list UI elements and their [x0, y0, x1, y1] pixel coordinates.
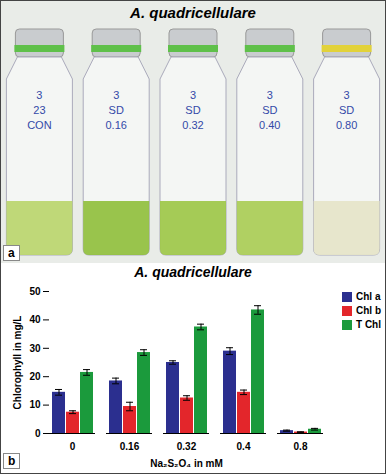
svg-text:CON: CON [27, 119, 52, 131]
svg-text:Chlorophyll in mg/L: Chlorophyll in mg/L [12, 316, 23, 410]
svg-text:A. quadricellulare: A. quadricellulare [129, 4, 256, 21]
html-text:Chl a: Chl a [356, 291, 381, 302]
svg-text:0: 0 [35, 428, 41, 439]
svg-text:20: 20 [29, 371, 41, 382]
svg-text:0.32: 0.32 [177, 441, 197, 452]
svg-text:0.8: 0.8 [294, 441, 308, 452]
svg-text:0.32: 0.32 [182, 119, 203, 131]
svg-text:40: 40 [29, 314, 41, 325]
svg-text:3: 3 [36, 89, 42, 101]
svg-text:23: 23 [33, 104, 45, 116]
svg-text:0: 0 [70, 441, 76, 452]
svg-text:0.80: 0.80 [336, 119, 357, 131]
svg-text:10: 10 [29, 399, 41, 410]
svg-text:0.40: 0.40 [259, 119, 280, 131]
svg-text:SD: SD [185, 104, 200, 116]
svg-text:3: 3 [344, 89, 350, 101]
svg-text:SD: SD [262, 104, 277, 116]
svg-text:0.4: 0.4 [237, 441, 251, 452]
svg-text:3: 3 [190, 89, 196, 101]
svg-text:50: 50 [29, 286, 41, 297]
html-text:T Chl: T Chl [356, 319, 381, 330]
html-text:A. quadricellulare: A. quadricellulare [134, 264, 252, 280]
html-text:Chl b: Chl b [356, 305, 381, 316]
html-text:a: a [8, 246, 15, 260]
svg-text:30: 30 [29, 343, 41, 354]
svg-text:0.16: 0.16 [120, 441, 140, 452]
svg-text:3: 3 [267, 89, 273, 101]
html-text:b: b [8, 454, 16, 468]
svg-text:SD: SD [109, 104, 124, 116]
svg-text:Na₂S₂O₄ in mM: Na₂S₂O₄ in mM [150, 458, 223, 469]
svg-text:0.16: 0.16 [105, 119, 126, 131]
svg-text:SD: SD [339, 104, 354, 116]
svg-text:3: 3 [113, 89, 119, 101]
